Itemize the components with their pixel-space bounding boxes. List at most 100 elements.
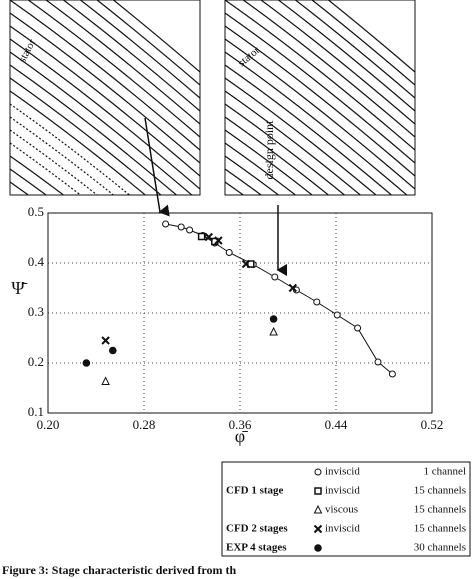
- marker: [313, 524, 323, 534]
- contour: [10, 90, 147, 195]
- contour: [225, 116, 330, 195]
- x-tick-label: 0.52: [421, 417, 444, 432]
- marker: [313, 298, 321, 306]
- marker: [177, 223, 185, 231]
- x-tick-label: 0.44: [325, 417, 348, 432]
- y-axis-label: Ψ̄: [11, 278, 27, 298]
- caption: Figure 3: Stage characteristic derived f…: [2, 563, 236, 577]
- contour: [10, 221, 200, 371]
- legend-label: inviscid: [325, 466, 360, 478]
- contour: [225, 12, 415, 164]
- contour: [10, 38, 200, 190]
- x-axis-label: φ̄: [235, 426, 248, 446]
- contour: [225, 103, 346, 195]
- flow-image-left: [10, 0, 200, 423]
- contour: [79, 0, 200, 99]
- y-tick-label: 0.3: [28, 304, 44, 319]
- contour: [10, 0, 200, 151]
- marker: [204, 232, 214, 242]
- contour: [242, 0, 415, 138]
- contour: [225, 181, 245, 195]
- marker: [271, 273, 279, 281]
- marker: [269, 326, 278, 336]
- contour: [10, 260, 200, 410]
- contour: [10, 168, 48, 195]
- legend-group: CFD 2 stages: [226, 523, 288, 535]
- contour: [62, 0, 200, 112]
- contour: [260, 0, 415, 125]
- marker: [333, 311, 341, 319]
- series-line: [165, 223, 393, 375]
- marker: [354, 324, 362, 332]
- contour: [225, 38, 415, 190]
- contour: [10, 155, 65, 195]
- legend-label: viscous: [325, 504, 358, 516]
- contour: [225, 90, 362, 195]
- contour: [311, 0, 415, 86]
- legend-channels: 15 channels: [414, 485, 466, 497]
- contour: [225, 129, 314, 195]
- marker: [101, 376, 110, 385]
- arrow: [144, 117, 170, 217]
- marker: [314, 487, 322, 495]
- contour: [225, 51, 408, 195]
- marker: [82, 359, 91, 367]
- contour: [225, 247, 415, 397]
- marker: [162, 220, 170, 228]
- contour: [10, 25, 200, 177]
- contour: [112, 0, 200, 73]
- contour: [225, 77, 377, 195]
- contour: [277, 0, 415, 112]
- legend-group: EXP 4 stages: [226, 542, 287, 554]
- contour: [10, 116, 115, 195]
- legend-label: inviscid: [325, 523, 360, 535]
- contour: [10, 12, 200, 164]
- contour: [10, 51, 193, 195]
- contour: [225, 260, 415, 410]
- marker: [269, 315, 278, 323]
- contour: [27, 0, 200, 138]
- contour: [225, 64, 393, 195]
- contour: [225, 221, 415, 371]
- marker: [101, 336, 110, 345]
- legend-group: CFD 1 stage: [226, 485, 284, 497]
- contour: [327, 0, 415, 73]
- x-tick-label: 0.20: [37, 417, 60, 432]
- image-frame: [224, 0, 416, 196]
- contour: [225, 0, 415, 151]
- contour: [225, 25, 415, 177]
- marker: [374, 358, 382, 366]
- legend-channels: 1 channel: [424, 466, 466, 478]
- marker: [388, 370, 396, 378]
- y-tick-label: 0.4: [28, 254, 45, 269]
- legend-label: inviscid: [325, 485, 360, 497]
- marker: [247, 260, 255, 268]
- contour: [225, 168, 263, 195]
- legend-channels: 15 channels: [414, 523, 466, 535]
- legend-box: [221, 461, 471, 557]
- flow-image-right: [225, 0, 415, 423]
- contour: [45, 0, 200, 125]
- contour: [10, 273, 200, 423]
- contour: [225, 273, 415, 423]
- x-tick-label: 0.28: [133, 417, 156, 432]
- plot: 0.20 0.28 0.36 0.44 0.52 0.1 0.2 0.3 0.4 0.5 φ̄ Ψ̄: [11, 204, 443, 446]
- contour: [225, 194, 227, 195]
- contour: [10, 208, 200, 358]
- marker: [314, 544, 322, 552]
- marker: [241, 259, 251, 269]
- image-frame: [9, 0, 201, 196]
- marker: [109, 346, 117, 355]
- contour: [10, 77, 162, 195]
- marker: [214, 236, 223, 245]
- marker: [225, 249, 233, 256]
- contour: [225, 234, 415, 384]
- legend-channels: 15 channels: [414, 504, 466, 516]
- marker: [314, 468, 322, 476]
- y-tick-label: 0.5: [28, 204, 44, 219]
- legend: CFD 1 stage inviscid 1 channel inviscid 15 c…: [226, 466, 466, 554]
- contour: [294, 0, 415, 99]
- x-tick-label: 0.36: [229, 417, 252, 432]
- plot-frame: [47, 212, 433, 414]
